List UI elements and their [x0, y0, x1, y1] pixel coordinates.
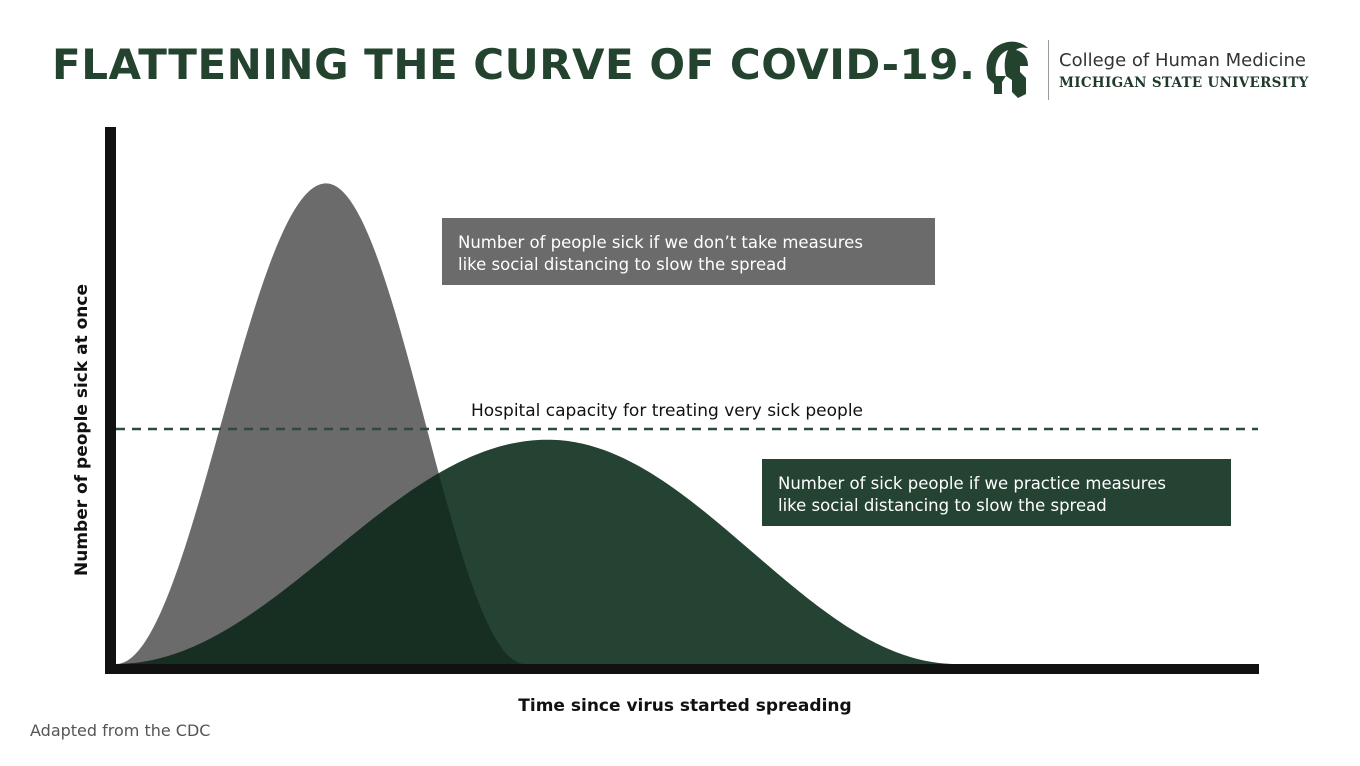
y-axis [105, 127, 116, 674]
brand-divider [1048, 40, 1049, 100]
source-note: Adapted from the CDC [30, 721, 211, 740]
x-axis-label: Time since virus started spreading [518, 696, 851, 716]
hospital-capacity-label: Hospital capacity for treating very sick… [471, 401, 863, 421]
with-measures-annotation-label-line: Number of sick people if we practice mea… [778, 474, 1166, 493]
chart-title: FLATTENING THE CURVE OF COVID-19. [52, 40, 976, 89]
x-axis [105, 664, 1259, 674]
college-name: College of Human Medicine [1059, 50, 1306, 71]
no-measures-annotation-label-line: Number of people sick if we don’t take m… [458, 233, 863, 252]
with-measures-annotation-box [762, 459, 1231, 526]
curve-overlap [116, 439, 525, 664]
spartan-helmet-icon [986, 41, 1028, 98]
with-measures-annotation-label-line: like social distancing to slow the sprea… [778, 496, 1107, 515]
no-measures-annotation-label-line: like social distancing to slow the sprea… [458, 255, 787, 274]
no-measures-annotation-box [442, 218, 935, 285]
university-name: MICHIGAN STATE UNIVERSITY [1059, 75, 1309, 91]
y-axis-label: Number of people sick at once [72, 284, 92, 576]
msu-logo: College of Human Medicine MICHIGAN STATE… [982, 38, 1322, 104]
